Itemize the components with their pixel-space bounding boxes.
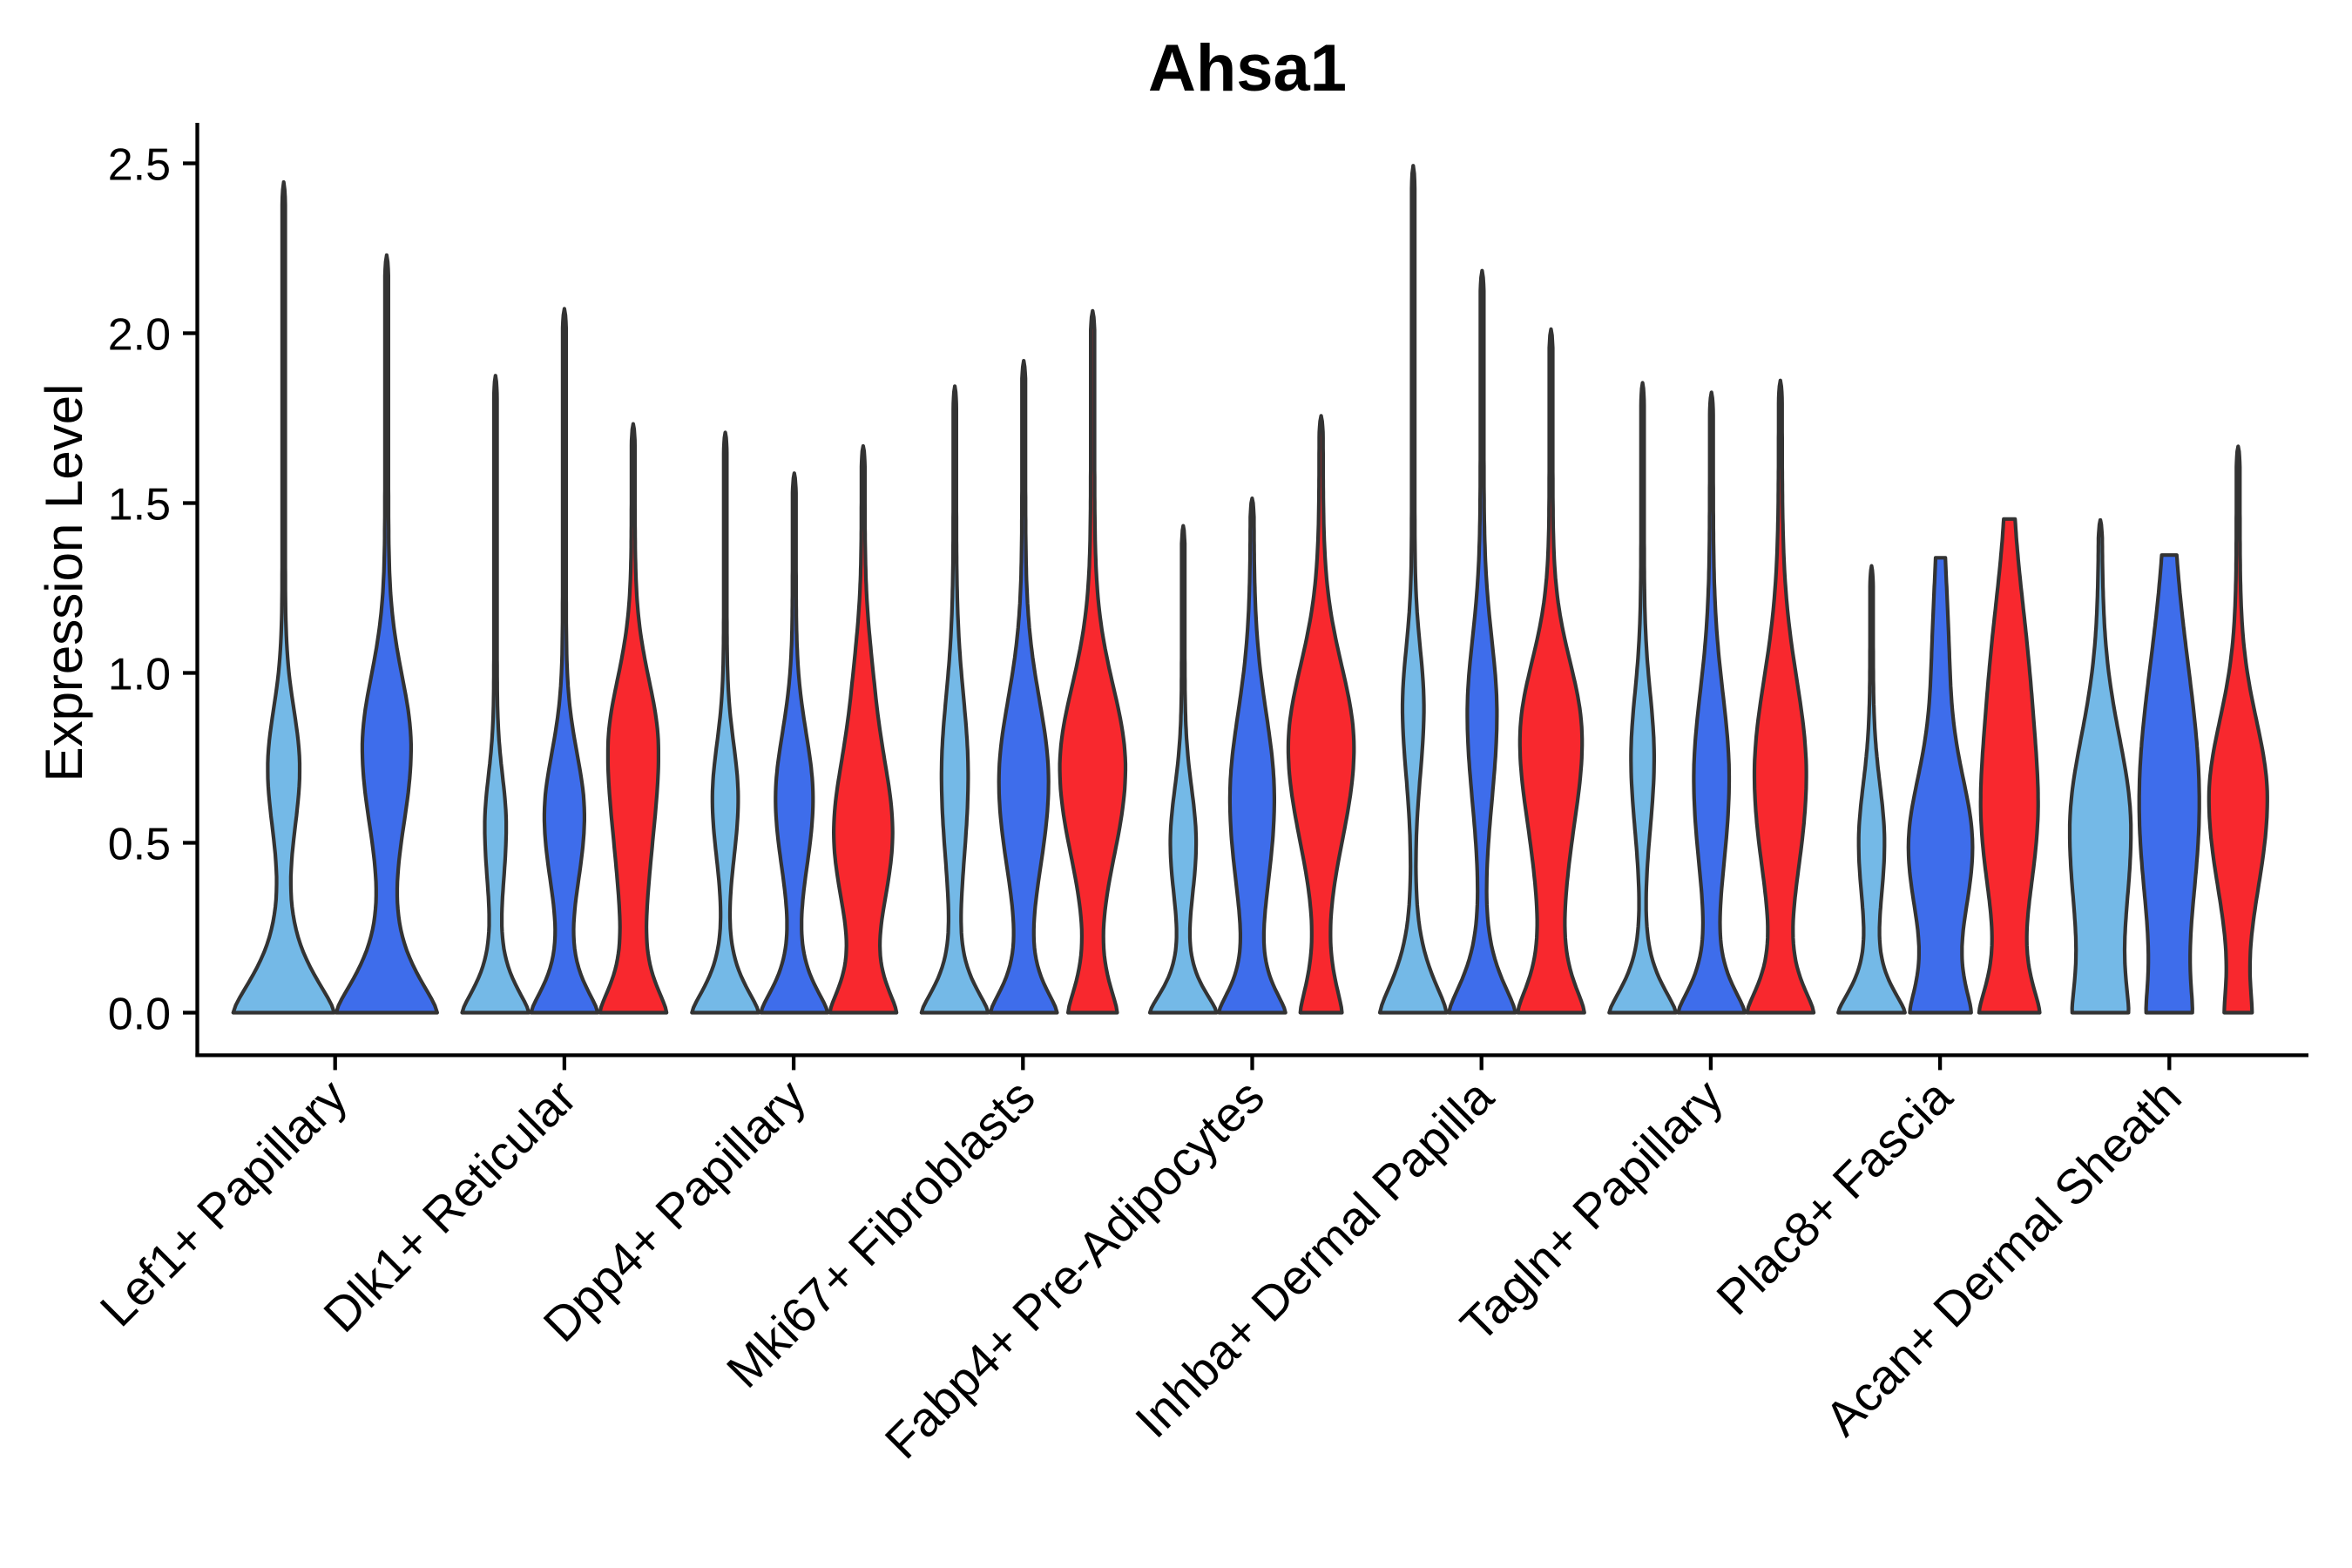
- svg-text:1.5: 1.5: [108, 480, 171, 531]
- svg-text:Ahsa1: Ahsa1: [1148, 31, 1347, 105]
- svg-text:Expression Level: Expression Level: [35, 384, 93, 782]
- svg-text:2.5: 2.5: [108, 140, 171, 191]
- svg-text:2.0: 2.0: [108, 310, 171, 361]
- svg-text:0.5: 0.5: [108, 820, 171, 870]
- svg-text:0.0: 0.0: [108, 990, 171, 1040]
- svg-text:1.0: 1.0: [108, 650, 171, 700]
